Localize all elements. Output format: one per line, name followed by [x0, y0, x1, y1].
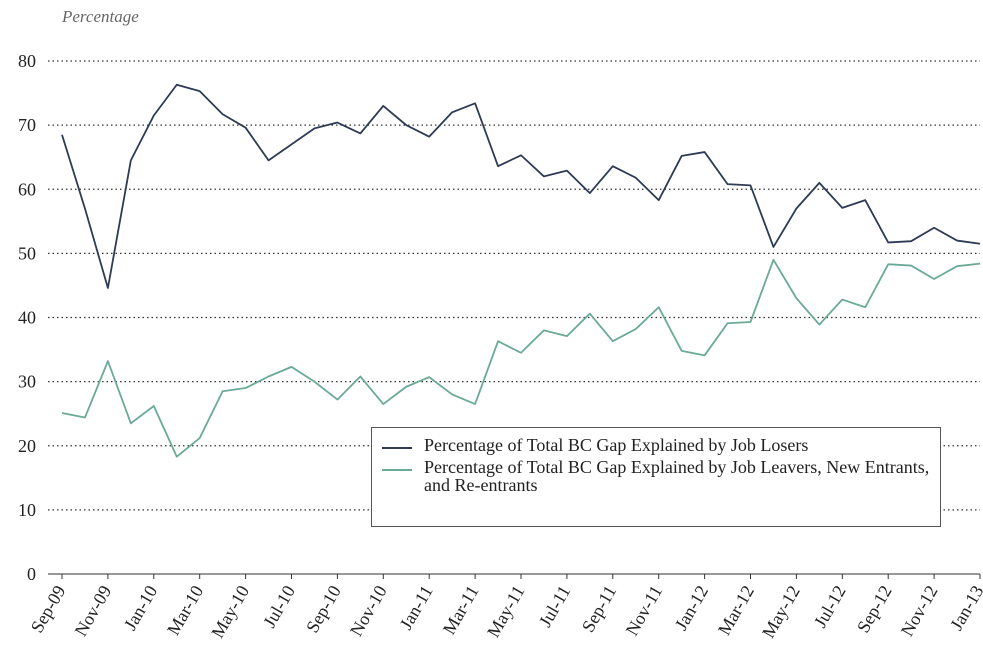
- legend: Percentage of Total BC Gap Explained by …: [371, 427, 941, 527]
- x-tick-label: Sep-12: [853, 582, 896, 636]
- x-tick-label: Jul-12: [810, 582, 850, 631]
- x-tick-label: Nov-11: [622, 582, 666, 639]
- x-tick-label: Nov-09: [71, 582, 116, 640]
- x-tick-label: May-12: [758, 582, 804, 641]
- legend-item: Percentage of Total BC Gap Explained by …: [382, 436, 930, 454]
- x-tick-label: Mar-12: [714, 582, 758, 638]
- legend-label: Percentage of Total BC Gap Explained by …: [424, 457, 930, 495]
- y-tick-label: 10: [18, 500, 36, 520]
- x-tick-label: Sep-10: [302, 582, 345, 636]
- legend-label: Percentage of Total BC Gap Explained by …: [424, 435, 809, 455]
- y-tick-label: 80: [18, 51, 36, 71]
- x-tick-label: Jan-13: [946, 582, 983, 634]
- x-tick-label: May-11: [483, 582, 528, 641]
- x-tick-label: Jan-10: [120, 582, 161, 634]
- y-axis-label: Percentage: [61, 7, 139, 26]
- x-tick-label: Jan-11: [396, 582, 437, 633]
- y-tick-label: 60: [18, 179, 36, 199]
- y-tick-label: 40: [18, 308, 36, 328]
- y-tick-label: 50: [18, 243, 36, 263]
- y-tick-label: 0: [27, 564, 36, 584]
- x-tick-label: May-10: [207, 582, 253, 641]
- legend-swatch: [382, 447, 412, 449]
- x-tick-label: Nov-12: [897, 582, 942, 640]
- x-tick-label: Jul-11: [535, 582, 574, 630]
- x-tick-label: Jul-10: [259, 582, 299, 631]
- legend-swatch: [382, 469, 412, 471]
- y-tick-label: 70: [18, 115, 36, 135]
- x-tick-label: Jan-12: [671, 582, 712, 634]
- x-tick-label: Sep-11: [578, 582, 620, 636]
- x-tick-label: Mar-10: [163, 582, 207, 638]
- x-tick-label: Sep-09: [27, 582, 70, 636]
- x-tick-label: Mar-11: [439, 582, 483, 638]
- y-tick-label: 30: [18, 372, 36, 392]
- x-tick-label: Nov-10: [346, 582, 391, 640]
- y-tick-label: 20: [18, 436, 36, 456]
- legend-item: Percentage of Total BC Gap Explained by …: [382, 458, 930, 494]
- series-line: [61, 83, 981, 289]
- series-line: [61, 258, 981, 458]
